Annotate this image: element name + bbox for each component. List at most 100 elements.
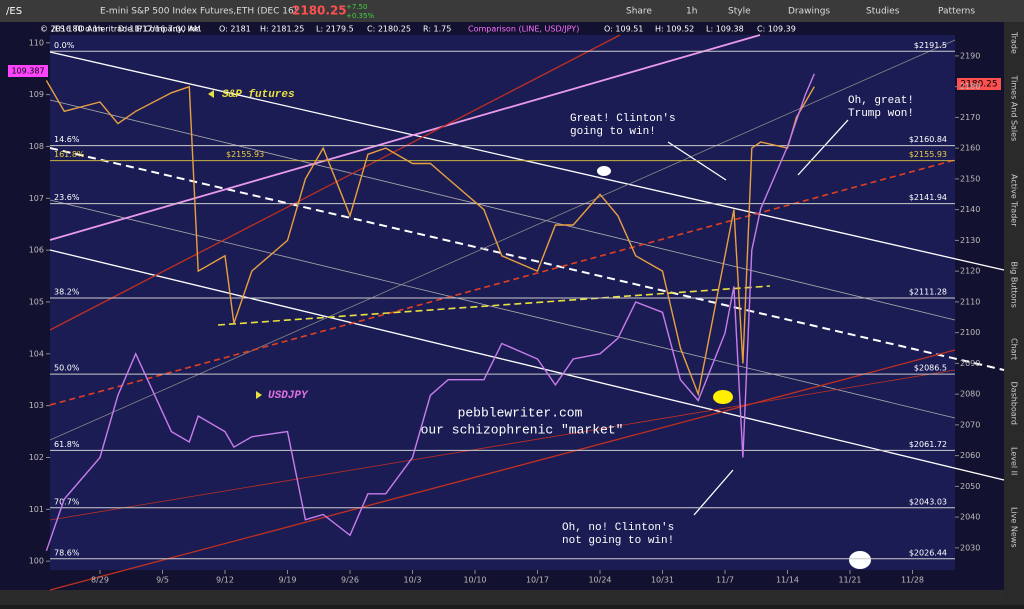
x-tick-label: 11/14 (776, 576, 799, 585)
sidebar-tab[interactable]: Times And Sales (1010, 75, 1019, 142)
info: D: 11/17/16 7:00 AM (118, 25, 201, 34)
x-tick-label: 11/28 (901, 576, 924, 585)
y-tick-label: 2030 (960, 543, 980, 552)
fib-price: $2026.44 (909, 548, 947, 557)
y2-tick-label: 105 (29, 297, 44, 306)
fib-price: $2061.72 (909, 440, 947, 449)
info: C: 2180.25 (367, 25, 411, 34)
scrollbar (0, 590, 1004, 605)
x-tick-label: 11/7 (716, 576, 734, 585)
y2-tick-label: 106 (29, 246, 44, 255)
x-tick-label: 9/12 (216, 576, 234, 585)
info: L: 2179.5 (316, 25, 354, 34)
fib-price: $2155.93 (909, 150, 947, 159)
x-tick-label: 11/21 (838, 576, 861, 585)
y-tick-label: 2070 (960, 420, 980, 429)
sidebar-tab[interactable]: Chart (1010, 338, 1019, 360)
fib-price: $2043.03 (909, 497, 947, 506)
series-line (45, 80, 815, 397)
fib-label: 38.2% (54, 287, 80, 296)
y-tick-label: 2100 (960, 328, 980, 337)
comparison-info: O: 109.51 (604, 25, 643, 34)
toolbar-button[interactable]: Drawings (788, 7, 830, 17)
y2-last-badge (8, 65, 48, 77)
fib-price: $2086.5 (914, 364, 947, 373)
symbol[interactable]: /ES (6, 6, 22, 17)
fib-label: 70.7% (54, 497, 80, 506)
price: 2180.25 (292, 4, 347, 18)
fib-label: 14.6% (54, 135, 80, 144)
x-tick-label: 10/24 (588, 576, 611, 585)
y-tick-label: 2180 (960, 82, 980, 91)
fib-label: 50.0% (54, 364, 80, 373)
info: R: 1.75 (423, 25, 451, 34)
toolbar-button[interactable]: Studies (866, 7, 900, 17)
y-tick-label: 2080 (960, 390, 980, 399)
fib-label: 0.0% (54, 41, 75, 50)
annotation: our schizophrenic "market" (421, 422, 624, 437)
comparison-info: H: 109.52 (655, 25, 694, 34)
y-tick-label: 2170 (960, 113, 980, 122)
change: +7.50 (346, 3, 367, 11)
sidebar-tab[interactable]: Big Buttons (1010, 262, 1019, 308)
sidebar-tab[interactable]: Dashboard (1010, 382, 1019, 425)
annotation: Great! Clinton's (570, 113, 676, 125)
toolbar-button[interactable]: Share (626, 7, 652, 17)
toolbar-button[interactable]: Style (728, 7, 751, 17)
sidebar-tab[interactable]: Level II (1010, 447, 1019, 475)
y2-tick-label: 101 (29, 505, 44, 514)
sidebar-tab[interactable]: Active Trader (1010, 174, 1019, 227)
fib-price: $2191.5 (914, 41, 947, 50)
fib-price: $2111.28 (909, 287, 947, 296)
fib-label: 78.6% (54, 548, 80, 557)
x-tick-label: 10/31 (651, 576, 674, 585)
y2-tick-label: 107 (29, 194, 44, 203)
y2-tick-label: 102 (29, 453, 44, 462)
annotation: S&P futures (222, 89, 295, 101)
comparison-info: Comparison (LINE, USD/JPY) (468, 25, 579, 34)
y-tick-label: 2090 (960, 359, 980, 368)
last-badge (957, 78, 1001, 90)
toolbar-button[interactable]: Patterns (938, 7, 975, 17)
x-tick-label: 10/17 (526, 576, 549, 585)
fib-price: $2155.93 (226, 150, 264, 159)
toolbar-button[interactable]: 1h (686, 7, 697, 17)
change-pct: +0.35% (346, 12, 374, 20)
x-tick-label: 10/10 (463, 576, 486, 585)
sidebar-tab[interactable]: Trade (1010, 31, 1019, 54)
fib-label: 161.8% (54, 150, 85, 159)
x-tick-label: 8/29 (91, 576, 109, 585)
y-tick-label: 2040 (960, 513, 980, 522)
y-tick-label: 2140 (960, 205, 980, 214)
fib-label: 61.8% (54, 440, 80, 449)
annotation: USDJPY (268, 390, 309, 402)
annotation: Oh, great! (848, 95, 914, 107)
description: E-mini S&P 500 Index Futures,ETH (DEC 16… (100, 7, 297, 17)
y2-tick-label: 103 (29, 401, 44, 410)
toolbar (0, 0, 1024, 22)
sidebar (1004, 22, 1024, 605)
copyright: © 2016 TD Ameritrade IP Company, Inc. (40, 25, 202, 34)
sidebar-tab[interactable]: Live News (1010, 507, 1019, 548)
x-tick-label: 9/5 (156, 576, 169, 585)
y2-tick-label: 104 (29, 349, 44, 358)
annotation: going to win! (570, 126, 656, 138)
x-tick-label: 10/3 (404, 576, 422, 585)
plot-bg (50, 35, 955, 570)
last-price: 2180.25 (960, 80, 997, 90)
y-tick-label: 2130 (960, 236, 980, 245)
fib-price: $2141.94 (909, 193, 947, 202)
y-tick-label: 2050 (960, 482, 980, 491)
annotation: not going to win! (562, 535, 674, 547)
x-tick-label: 9/19 (279, 576, 297, 585)
x-tick-label: 9/26 (341, 576, 359, 585)
annotation: pebblewriter.com (458, 405, 583, 420)
y2-tick-label: 100 (29, 557, 44, 566)
info: H: 2181.25 (260, 25, 304, 34)
y2-last: 109.387 (11, 67, 44, 76)
series-line (45, 73, 815, 552)
y-tick-label: 2110 (960, 297, 980, 306)
fib-label: 23.6% (54, 193, 80, 202)
y-tick-label: 2190 (960, 51, 980, 60)
y2-tick-label: 109 (29, 90, 44, 99)
